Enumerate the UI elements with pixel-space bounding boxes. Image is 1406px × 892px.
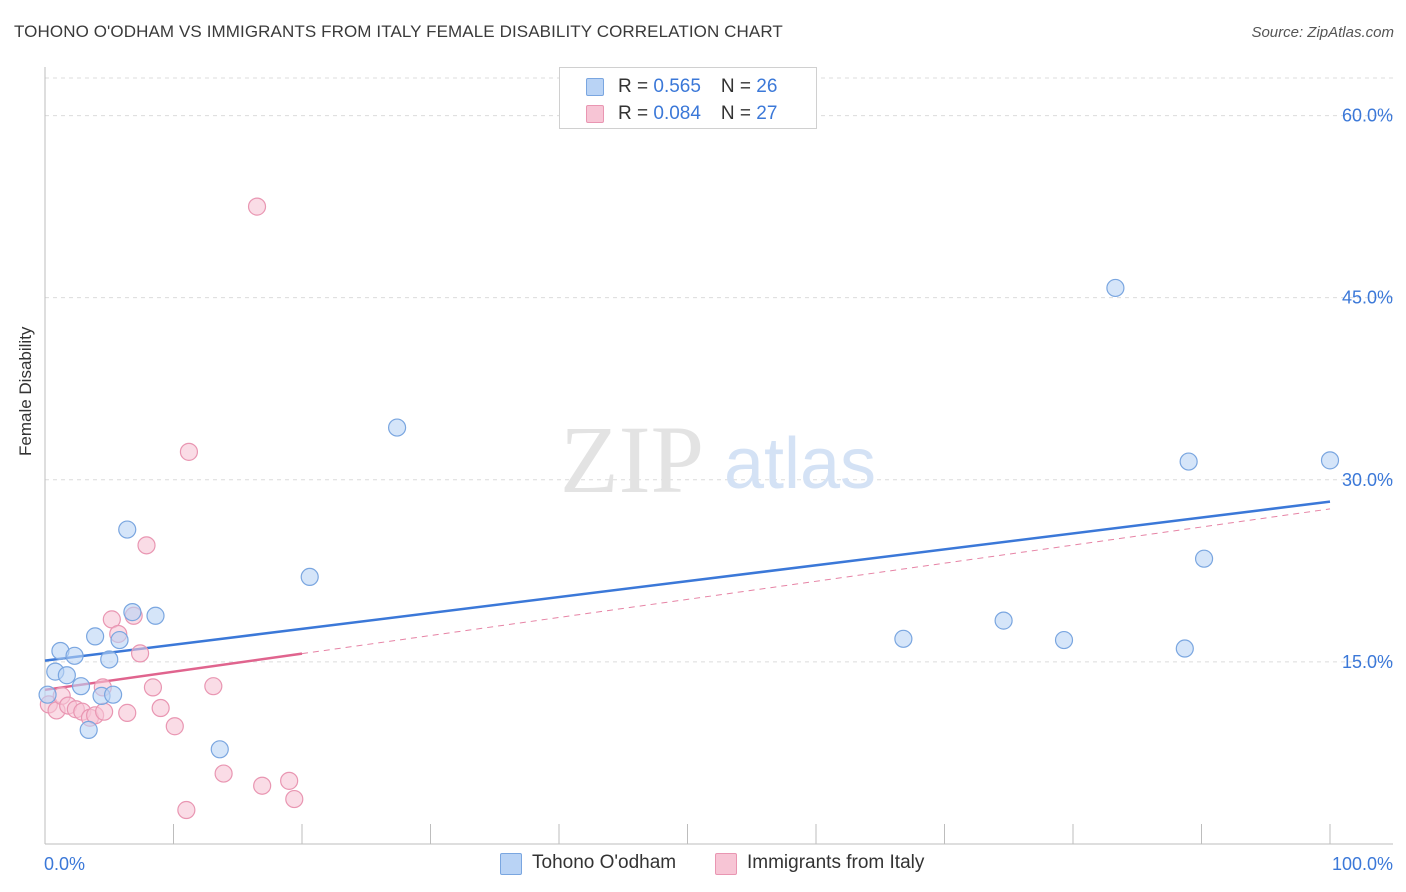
- point-tohono: [57, 666, 76, 685]
- point-tohono: [1054, 630, 1074, 650]
- point-tohono: [123, 603, 142, 622]
- point-tohono: [146, 606, 165, 625]
- point-tohono: [387, 418, 407, 437]
- data-points: [38, 197, 1340, 820]
- n-value: 27: [756, 103, 778, 124]
- point-tohono: [894, 629, 913, 648]
- legend-swatch-italy: [586, 105, 604, 123]
- point-italy: [285, 789, 304, 809]
- r-value: 0.084: [653, 103, 701, 124]
- point-italy: [95, 702, 114, 721]
- trend-line-tohono: [44, 500, 1331, 662]
- point-tohono: [118, 520, 137, 539]
- point-tohono: [65, 646, 84, 665]
- n-label: N =: [720, 76, 757, 97]
- watermark-atlas: atlas: [724, 424, 876, 504]
- point-italy: [177, 800, 196, 820]
- point-tohono: [104, 685, 123, 704]
- x-tick-label: 0.0%: [44, 854, 85, 874]
- point-italy: [204, 677, 223, 696]
- n-value: 26: [756, 76, 778, 97]
- point-tohono: [300, 567, 319, 587]
- n-label: N =: [720, 103, 757, 124]
- point-tohono: [1175, 639, 1194, 658]
- legend-swatch-tohono: [500, 853, 522, 875]
- y-tick-label: 30.0%: [1342, 470, 1393, 490]
- point-tohono: [110, 630, 129, 650]
- y-tick-label: 45.0%: [1342, 288, 1393, 308]
- y-tick-label: 15.0%: [1342, 652, 1393, 672]
- point-tohono: [210, 740, 229, 759]
- point-italy: [118, 703, 137, 722]
- grid-lines: [45, 77, 1393, 663]
- point-tohono: [38, 685, 57, 704]
- trend-line-italy-extension: [301, 508, 1331, 655]
- legend-label-italy: Immigrants from Italy: [747, 852, 925, 873]
- watermark: ZIP atlas: [560, 406, 876, 513]
- y-axis-label: Female Disability: [16, 326, 35, 456]
- point-tohono: [100, 650, 119, 669]
- point-tohono: [1179, 452, 1198, 471]
- point-tohono: [71, 677, 91, 696]
- legend-label-tohono: Tohono O'odham: [532, 852, 677, 873]
- series-legend: Tohono O'odham Immigrants from Italy: [0, 852, 1406, 878]
- y-tick-label: 60.0%: [1342, 106, 1393, 126]
- axes: [44, 67, 1393, 845]
- watermark-zip: ZIP: [560, 406, 704, 513]
- legend-swatch-tohono: [586, 78, 604, 96]
- chart-title: TOHONO O'ODHAM VS IMMIGRANTS FROM ITALY …: [14, 22, 783, 41]
- point-italy: [179, 442, 199, 461]
- point-tohono: [1320, 451, 1340, 470]
- point-tohono: [1194, 549, 1214, 568]
- legend-swatch-italy: [715, 853, 737, 875]
- point-tohono: [1106, 278, 1125, 298]
- point-tohono: [79, 720, 98, 739]
- point-tohono: [86, 627, 105, 646]
- point-italy: [247, 197, 267, 216]
- tick-labels: 15.0% 30.0% 45.0% 60.0% 0.0% 100.0%: [44, 106, 1393, 874]
- x-tick-label: 100.0%: [1332, 854, 1393, 874]
- r-label: R =: [618, 76, 654, 97]
- point-italy: [214, 764, 233, 783]
- source-label: Source: ZipAtlas.com: [1251, 24, 1394, 41]
- point-tohono: [994, 611, 1013, 630]
- r-label: R =: [618, 103, 654, 124]
- r-value: 0.565: [653, 76, 701, 97]
- point-italy: [280, 771, 299, 790]
- point-italy: [130, 644, 150, 663]
- point-italy: [137, 536, 156, 555]
- point-italy: [165, 717, 184, 736]
- point-italy: [151, 698, 170, 718]
- stats-legend: R = 0.565 N = 26 R = 0.084 N = 27: [559, 67, 817, 129]
- point-italy: [253, 776, 272, 795]
- point-italy: [143, 678, 163, 697]
